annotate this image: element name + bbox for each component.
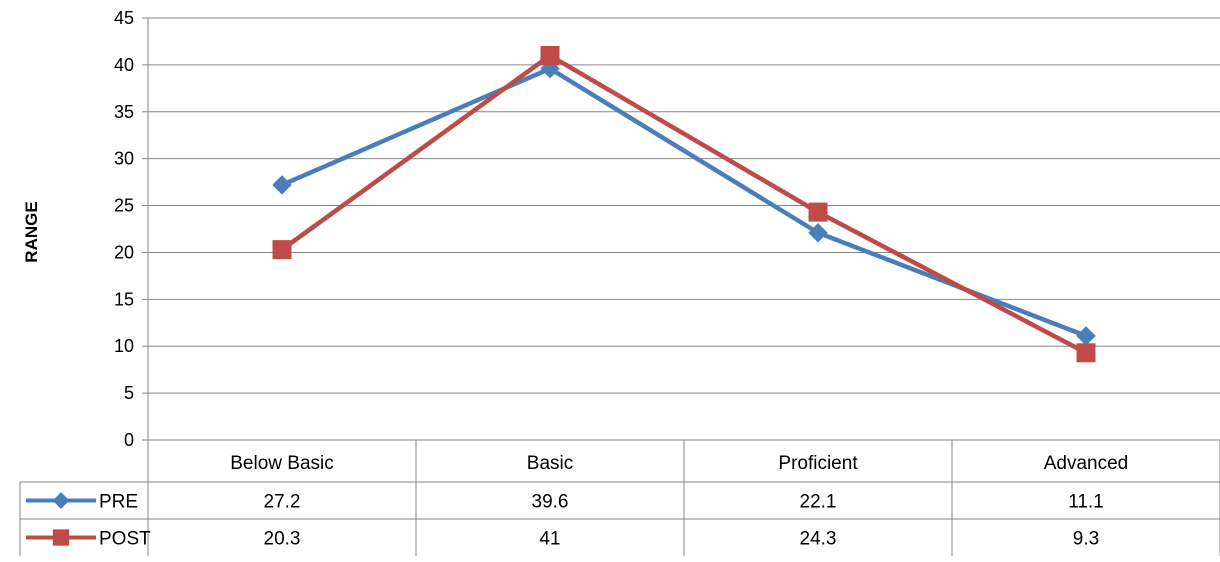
y-tick-label: 30 bbox=[114, 149, 134, 169]
y-tick-label: 25 bbox=[114, 196, 134, 216]
table-cell-value: 39.6 bbox=[532, 492, 569, 513]
series-markers bbox=[272, 46, 1096, 363]
data-point-pre bbox=[808, 223, 828, 243]
table-cell-value: 11.1 bbox=[1068, 492, 1104, 513]
data-point-post bbox=[808, 202, 828, 222]
series-lines bbox=[280, 53, 1088, 355]
legend-label: PRE bbox=[99, 492, 138, 513]
table-cell-value: 41 bbox=[539, 529, 560, 550]
table-cell-value: 24.3 bbox=[800, 529, 837, 550]
y-tick-label: 45 bbox=[114, 8, 134, 28]
category-label: Advanced bbox=[1044, 453, 1129, 474]
legend-label: POST bbox=[99, 529, 151, 550]
legend-key-marker bbox=[52, 492, 70, 509]
data-point-pre bbox=[1076, 326, 1096, 346]
data-point-pre bbox=[272, 175, 292, 195]
table-cell-value: 20.3 bbox=[264, 529, 301, 550]
legend-key-marker bbox=[52, 529, 70, 546]
data-point-post bbox=[540, 46, 560, 66]
y-tick-label: 20 bbox=[114, 242, 134, 262]
data-table: Below Basic Basic Proficient Advanced PRE 27.… bbox=[19, 440, 1220, 556]
table-cell-value: 9.3 bbox=[1073, 529, 1099, 550]
table-cell-value: 22.1 bbox=[800, 492, 837, 513]
data-point-post bbox=[1076, 343, 1096, 363]
table-cell-value: 27.2 bbox=[264, 492, 301, 513]
gridlines bbox=[142, 17, 1220, 441]
y-tick-label: 10 bbox=[114, 336, 134, 356]
series-line-post bbox=[280, 53, 1088, 355]
y-axis-ticks: 0 5 10 15 20 25 30 35 40 45 bbox=[114, 8, 134, 450]
y-tick-label: 15 bbox=[114, 289, 134, 309]
y-tick-label: 40 bbox=[114, 55, 134, 75]
category-label: Below Basic bbox=[230, 453, 334, 474]
y-tick-label: 0 bbox=[124, 430, 134, 450]
data-point-post bbox=[272, 240, 292, 260]
series-line-pre bbox=[281, 66, 1087, 339]
category-label: Proficient bbox=[778, 453, 858, 474]
y-tick-label: 35 bbox=[114, 102, 134, 122]
y-axis-label: RANGE bbox=[22, 201, 41, 262]
category-label: Basic bbox=[527, 453, 573, 474]
y-tick-label: 5 bbox=[124, 383, 134, 403]
